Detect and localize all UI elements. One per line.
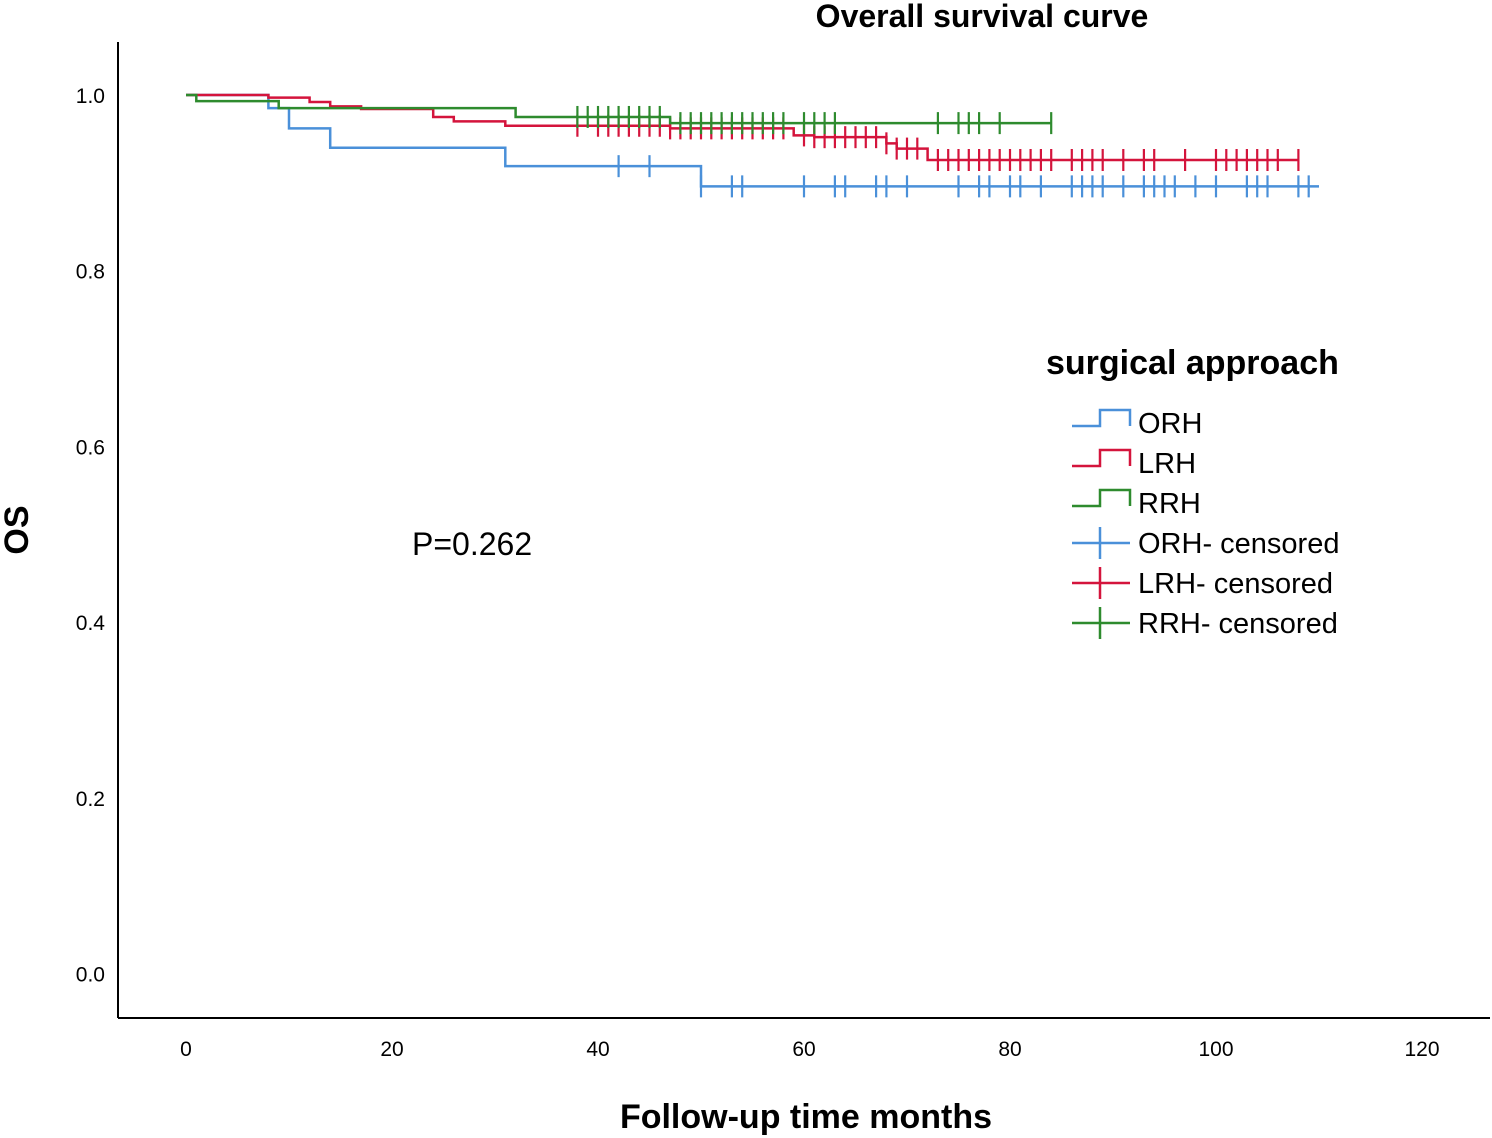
legend-label-lrh: LRH (1138, 448, 1196, 480)
legend-label-orh: ORH (1138, 408, 1202, 440)
legend-item-lrh-censored: LRH- censored (1072, 567, 1333, 600)
y-tick-labels: 0.0 0.2 0.4 0.6 0.8 1.0 (76, 85, 106, 987)
x-tick-labels: 0 20 40 60 80 100 120 (180, 1038, 1439, 1061)
legend-swatch-rrh (1072, 488, 1132, 508)
legend-swatch-lrh (1072, 448, 1132, 468)
legend-item-rrh-censored: RRH- censored (1072, 607, 1338, 640)
y-tick-label: 0.2 (76, 788, 105, 811)
legend-swatch-orh (1072, 408, 1132, 428)
legend-title: surgical approach (1046, 344, 1339, 382)
legend-label-rrh-censored: RRH- censored (1138, 608, 1338, 640)
series-rrh (186, 93, 1053, 135)
survival-curve-orh (186, 93, 1319, 188)
legend-label-rrh: RRH (1138, 488, 1201, 520)
legend-item-orh: ORH (1072, 408, 1202, 440)
x-tick-label: 80 (998, 1038, 1021, 1061)
x-tick-label: 20 (380, 1038, 403, 1061)
x-tick-label: 40 (586, 1038, 609, 1061)
chart-title: Overall survival curve (816, 0, 1149, 34)
x-axis-label: Follow-up time months (620, 1098, 992, 1136)
series-layer (186, 93, 1319, 198)
survival-curve-rrh (186, 93, 1052, 125)
legend-item-rrh: RRH (1072, 488, 1201, 520)
y-axis-label: OS (0, 505, 36, 554)
survival-curve-lrh (186, 93, 1299, 162)
legend-item-lrh: LRH (1072, 448, 1196, 480)
legend-label-lrh-censored: LRH- censored (1138, 568, 1333, 600)
x-tick-label: 60 (792, 1038, 815, 1061)
series-orh (186, 93, 1319, 198)
y-tick-label: 0.8 (76, 261, 105, 284)
y-tick-label: 0.0 (76, 964, 105, 987)
x-tick-label: 120 (1404, 1038, 1439, 1061)
legend-item-orh-censored: ORH- censored (1072, 527, 1339, 560)
x-tick-label: 100 (1198, 1038, 1233, 1061)
y-tick-label: 0.6 (76, 436, 105, 459)
x-tick-label: 0 (180, 1038, 192, 1061)
p-value-annotation: P=0.262 (412, 526, 532, 562)
legend: surgical approach ORH LRH RRH ORH- censored… (1046, 344, 1339, 640)
legend-label-orh-censored: ORH- censored (1138, 528, 1339, 560)
y-tick-label: 0.4 (76, 612, 106, 635)
y-tick-label: 1.0 (76, 85, 105, 108)
